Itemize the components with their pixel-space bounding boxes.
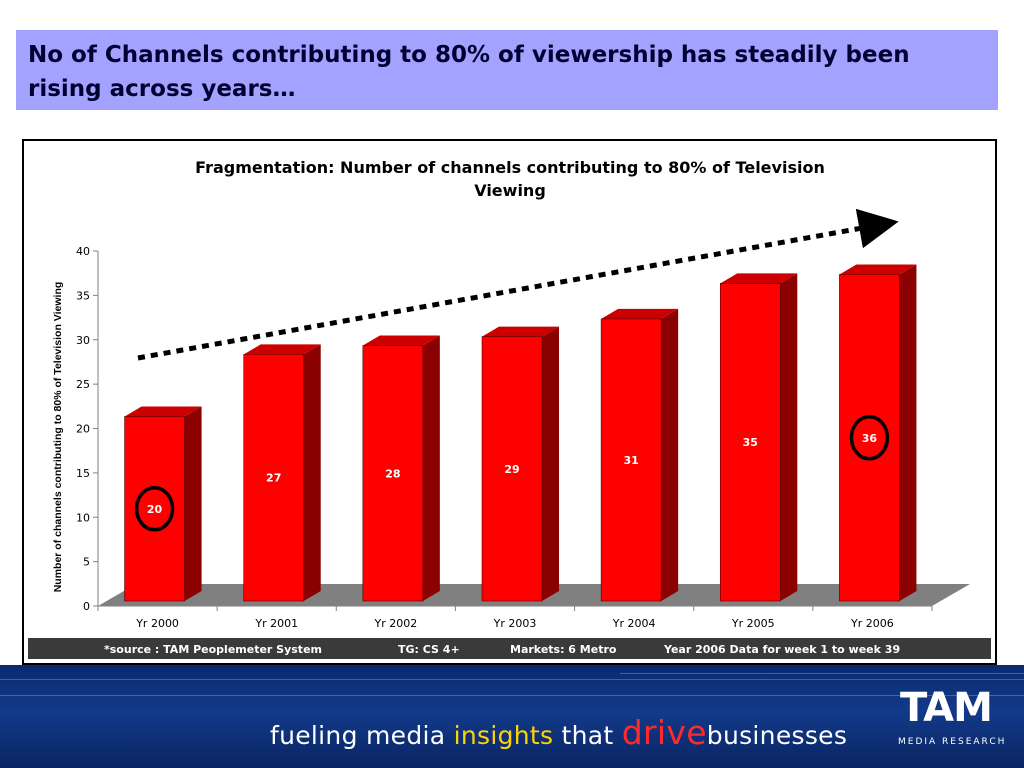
y-tick-label: 0	[83, 600, 90, 613]
bar-front	[362, 345, 424, 602]
bar-data-label: 31	[623, 454, 638, 467]
page-title: No of Channels contributing to 80% of vi…	[28, 42, 910, 102]
y-tick-label: 15	[76, 467, 90, 480]
y-tick-label: 25	[76, 378, 90, 391]
bar	[124, 406, 202, 602]
y-tick-label: 5	[83, 556, 90, 569]
bar-data-label: 28	[385, 467, 400, 480]
y-tick-label: 30	[76, 334, 90, 347]
x-tick-label: Yr 2003	[493, 617, 537, 630]
bar-front	[243, 354, 305, 602]
trend-arrow	[137, 208, 899, 361]
y-axis-label: Number of channels contributing to 80% o…	[52, 282, 64, 593]
source-bar	[28, 638, 991, 659]
y-tick-label: 20	[76, 423, 90, 436]
bar	[719, 273, 798, 602]
x-tick-label: Yr 2006	[850, 617, 894, 630]
x-tick-label: Yr 2002	[373, 617, 417, 630]
chart-title: Fragmentation: Number of channels contri…	[195, 158, 825, 177]
bar-side	[303, 344, 321, 601]
markets-text: Markets: 6 Metro	[510, 643, 617, 656]
x-tick-label: Yr 2005	[731, 617, 775, 630]
x-tick-label: Yr 2004	[612, 617, 656, 630]
footer-banner: fueling media insights that drivebusines…	[0, 665, 1024, 768]
chart-title-line-2: Viewing	[474, 181, 546, 200]
bar-data-label: 36	[862, 432, 878, 445]
period-text: Year 2006 Data for week 1 to week 39	[663, 643, 900, 656]
x-tick-label: Yr 2001	[254, 617, 298, 630]
headline-banner: No of Channels contributing to 80% of vi…	[16, 30, 998, 110]
x-tick-label: Yr 2000	[135, 617, 179, 630]
bar-side	[780, 273, 798, 601]
bar-front	[719, 283, 781, 602]
source-text: *source : TAM Peoplemeter System	[104, 643, 322, 656]
bar	[839, 264, 917, 602]
bar-side	[899, 264, 917, 601]
bar-front	[124, 416, 185, 602]
bar-top	[482, 326, 559, 337]
bar-top	[124, 406, 202, 417]
bar-front	[600, 318, 662, 602]
tagline-insights: insights	[453, 721, 554, 750]
bar-side	[422, 335, 440, 601]
y-tick-label: 40	[76, 245, 90, 258]
chart-frame: 0 5 10 15 20 25 30 35 40 20 Yr 2000 27 Yr 2001 28 Yr …	[22, 139, 997, 665]
bar-front	[839, 274, 900, 602]
logo-subtitle: MEDIA RESEARCH	[898, 737, 1007, 747]
bar	[243, 344, 321, 602]
bar	[600, 308, 679, 602]
bar-data-label: 35	[743, 436, 758, 449]
footer-tagline: fueling media insights that drivebusines…	[270, 713, 847, 752]
bar-top	[601, 308, 679, 319]
bar-top	[362, 335, 440, 346]
bar-top	[720, 273, 798, 284]
bar-data-label: 29	[504, 463, 519, 476]
bar-data-label: 20	[147, 503, 163, 516]
y-tick-label: 10	[76, 511, 90, 524]
tagline-part-2: that	[553, 721, 622, 750]
tagline-drive: drive	[621, 713, 707, 752]
highlight-circle	[134, 486, 175, 532]
bar-side	[661, 308, 679, 601]
bar	[362, 335, 440, 602]
bar-top	[839, 264, 917, 275]
target-group-text: TG: CS 4+	[398, 643, 460, 656]
logo-word: TAM	[900, 685, 993, 731]
tagline-part-3: businesses	[706, 721, 848, 750]
highlight-circle	[849, 415, 890, 461]
bar-data-label: 27	[266, 472, 281, 485]
tagline-part-1: fueling media	[270, 721, 454, 750]
bar	[481, 326, 559, 602]
bar-chart: 0 5 10 15 20 25 30 35 40 20 Yr 2000 27 Yr 2001 28 Yr …	[28, 158, 991, 659]
bar-side	[184, 406, 202, 601]
bar-side	[542, 326, 559, 601]
bar-front	[481, 336, 543, 602]
y-tick-label: 35	[76, 289, 90, 302]
bar-top	[243, 344, 321, 355]
tam-logo: TAM MEDIA RESEARCH	[892, 683, 1010, 765]
